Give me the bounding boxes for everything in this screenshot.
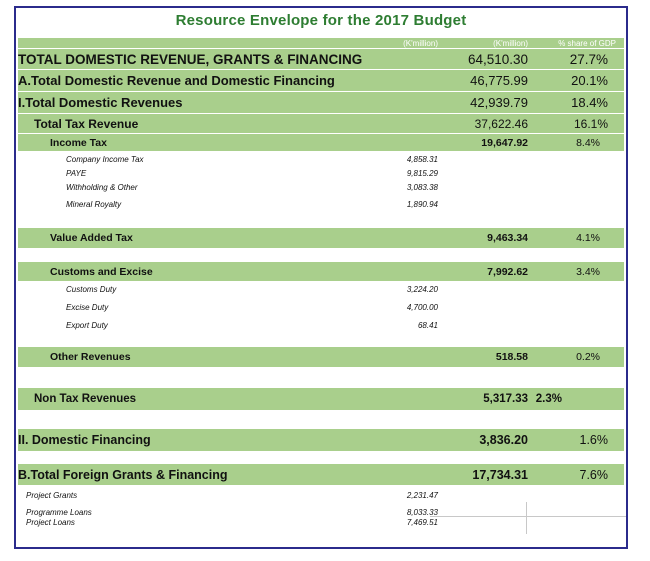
row-label: II. Domestic Financing (18, 433, 151, 447)
row-share: 3.4% (576, 265, 600, 278)
table-row-total-foreign-grants-financing: B.Total Foreign Grants & Financing 17,73… (18, 464, 624, 485)
budget-table-frame: Resource Envelope for the 2017 Budget (K… (14, 6, 628, 549)
row-label: Company Income Tax (66, 154, 144, 164)
row-amount: 7,992.62 (487, 265, 528, 278)
row-label: Project Loans (26, 517, 75, 527)
table-row-income-tax: Income Tax 19,647.92 8.4% (18, 134, 624, 151)
row-amount: 46,775.99 (470, 73, 528, 88)
row-amount: 64,510.30 (467, 51, 528, 67)
table-row-total-tax-revenue: Total Tax Revenue 37,622.46 16.1% (18, 114, 624, 133)
table-row-project-loans: Project Loans 7,469.51 (18, 516, 624, 528)
row-amount: 9,463.34 (487, 232, 528, 244)
table-row-total-domestic-revenue-grants-financing: TOTAL DOMESTIC REVENUE, GRANTS & FINANCI… (18, 49, 624, 69)
row-share: 4.1% (576, 232, 600, 244)
table-row-export-duty: Export Duty 68.41 (18, 318, 624, 332)
table-row-total-domestic-revenue-financing: A.Total Domestic Revenue and Domestic Fi… (18, 70, 624, 91)
row-sub-amount: 4,700.00 (406, 302, 438, 312)
row-label: Programme Loans (26, 507, 92, 517)
row-label: Customs and Excise (50, 265, 153, 278)
row-sub-amount: 3,224.20 (406, 284, 438, 294)
row-sub-amount: 7,469.51 (406, 517, 438, 527)
table-row-other-revenues: Other Revenues 518.58 0.2% (18, 347, 624, 367)
row-amount: 37,622.46 (474, 116, 528, 131)
table-row-customs-and-excise: Customs and Excise 7,992.62 3.4% (18, 262, 624, 281)
row-sub-amount: 4,858.31 (406, 154, 438, 164)
row-label: PAYE (66, 168, 87, 178)
row-label: I.Total Domestic Revenues (18, 95, 183, 110)
table-row-total-domestic-revenues: I.Total Domestic Revenues 42,939.79 18.4… (18, 92, 624, 113)
row-amount: 3,836.20 (479, 433, 528, 447)
header-col3: % share of GDP (558, 38, 616, 48)
row-share: 18.4% (571, 95, 608, 110)
cell-border (526, 502, 527, 534)
row-amount: 42,939.79 (470, 95, 528, 110)
header-col2: (K'million) (493, 38, 528, 48)
row-share: 8.4% (576, 136, 600, 149)
row-sub-amount: 3,083.38 (406, 182, 438, 192)
row-amount: 19,647.92 (481, 136, 528, 149)
row-amount: 5,317.33 (483, 393, 528, 405)
row-share: 16.1% (573, 116, 608, 131)
row-label: Mineral Royalty (66, 199, 122, 209)
row-sub-amount: 1,890.94 (406, 199, 438, 209)
row-share: 2.3% (535, 393, 562, 405)
row-sub-amount: 9,815.29 (406, 168, 438, 178)
row-label: Withholding & Other (66, 182, 138, 192)
table-row-mineral-royalty: Mineral Royalty 1,890.94 (18, 197, 624, 211)
row-label: Value Added Tax (50, 232, 133, 244)
row-share: 1.6% (579, 433, 609, 447)
row-label: Other Revenues (50, 351, 131, 363)
row-share: 0.2% (576, 351, 600, 363)
table-row-project-grants: Project Grants 2,231.47 (18, 488, 624, 502)
row-label: Export Duty (66, 320, 108, 330)
table-row-withholding-other: Withholding & Other 3,083.38 (18, 180, 624, 194)
row-sub-amount: 8,033.33 (406, 507, 438, 517)
table-title: Resource Envelope for the 2017 Budget (175, 12, 467, 29)
row-label: Non Tax Revenues (34, 393, 137, 405)
row-share: 27.7% (569, 51, 608, 67)
header-row: (K'million) (K'million) % share of GDP (18, 38, 624, 48)
header-col1: (K'million) (403, 38, 438, 48)
row-label: Project Grants (26, 490, 78, 500)
cell-border (430, 516, 626, 517)
table-row-excise-duty: Excise Duty 4,700.00 (18, 300, 624, 314)
row-label: Excise Duty (66, 302, 109, 312)
table-row-domestic-financing: II. Domestic Financing 3,836.20 1.6% (18, 429, 624, 451)
row-label: B.Total Foreign Grants & Financing (18, 467, 228, 482)
row-label: Total Tax Revenue (34, 116, 139, 131)
row-label: A.Total Domestic Revenue and Domestic Fi… (18, 73, 335, 88)
table-row-paye: PAYE 9,815.29 (18, 166, 624, 180)
row-share: 20.1% (571, 73, 608, 88)
table-row-programme-loans: Programme Loans 8,033.33 (18, 506, 624, 518)
table-row-value-added-tax: Value Added Tax 9,463.34 4.1% (18, 228, 624, 248)
row-sub-amount: 68.41 (417, 320, 438, 330)
row-amount: 17,734.31 (472, 467, 528, 482)
table-row-customs-duty: Customs Duty 3,224.20 (18, 282, 624, 296)
row-label: TOTAL DOMESTIC REVENUE, GRANTS & FINANCI… (18, 51, 363, 67)
row-sub-amount: 2,231.47 (406, 490, 438, 500)
row-amount: 518.58 (495, 351, 528, 363)
row-share: 7.6% (579, 467, 609, 482)
row-label: Income Tax (50, 136, 107, 149)
row-label: Customs Duty (66, 284, 117, 294)
table-row-non-tax-revenues: Non Tax Revenues 5,317.33 2.3% (18, 388, 624, 410)
table-row-company-income-tax: Company Income Tax 4,858.31 (18, 152, 624, 166)
